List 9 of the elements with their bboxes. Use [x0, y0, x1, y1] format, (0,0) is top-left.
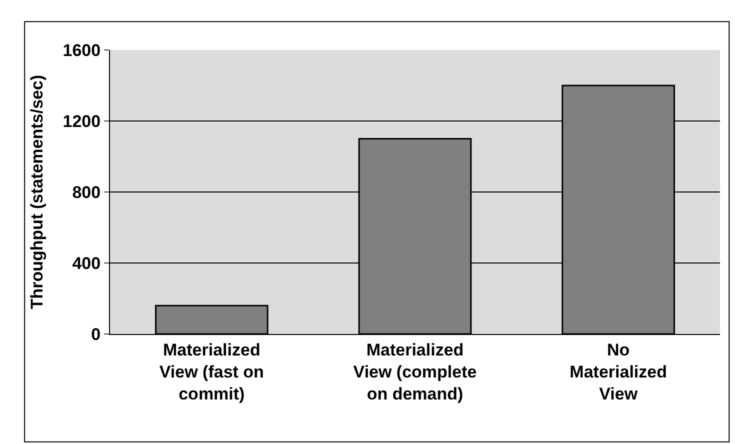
y-axis-title: Throughput (statements/sec) [27, 74, 46, 310]
y-tick-label: 1600 [62, 40, 101, 60]
x-tick-label: Materialized View (fast on commit) [159, 340, 264, 404]
x-tick-label: Materialized View (complete on demand) [353, 340, 477, 404]
y-tick-label: 800 [72, 182, 101, 202]
y-tick-label: 0 [91, 324, 101, 344]
y-tick-label: 400 [72, 254, 101, 273]
y-tick-label: 1200 [62, 112, 101, 131]
x-tick-label: No Materialized View [570, 340, 667, 404]
